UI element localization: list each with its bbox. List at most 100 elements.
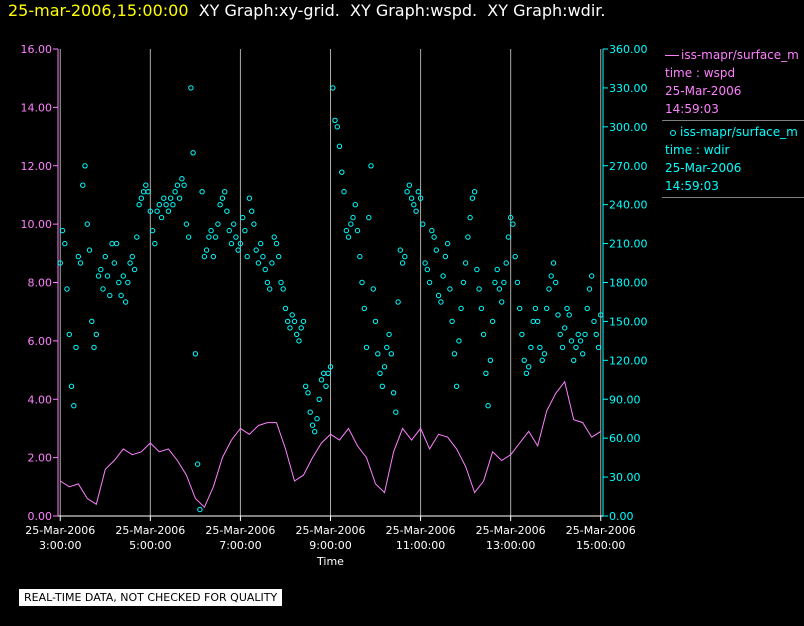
wdir-point	[550, 260, 557, 266]
wdir-point	[483, 370, 489, 376]
wdir-point	[404, 189, 410, 195]
left-tick-label: 10.00	[21, 218, 53, 231]
wdir-point	[57, 260, 63, 266]
wdir-point	[316, 396, 322, 402]
wdir-point	[174, 182, 181, 188]
right-tick-label: 300.00	[609, 121, 648, 134]
wdir-point	[480, 331, 487, 338]
wdir-point	[546, 286, 552, 292]
wdir-point	[163, 202, 169, 208]
legend-wdir[interactable]: iss-mapr/surface_m time : wdir 25-Mar-20…	[662, 123, 804, 198]
wdir-point	[528, 344, 534, 351]
wdir-point	[77, 260, 84, 266]
wdir-point	[224, 208, 230, 214]
wdir-point	[321, 370, 327, 376]
wdir-point	[73, 344, 79, 351]
wdir-point	[318, 377, 325, 383]
wdir-point	[327, 364, 334, 370]
wdir-point	[156, 202, 163, 208]
wdir-point	[226, 227, 232, 234]
wdir-point	[300, 318, 307, 325]
wdir-point	[138, 195, 145, 201]
wdir-point	[258, 240, 264, 247]
wdir-point	[512, 253, 518, 260]
legend-wdir-date: 25-Mar-2006	[665, 161, 742, 175]
wdir-point	[267, 286, 273, 292]
wdir-point	[467, 214, 473, 221]
legend-wspd-name: iss-mapr/surface_m	[681, 48, 799, 62]
line-marker-icon	[665, 55, 679, 56]
wdir-point	[203, 247, 210, 253]
wdir-point	[336, 143, 343, 150]
wdir-point	[496, 286, 503, 292]
wdir-point	[271, 234, 277, 240]
wdir-point	[176, 195, 183, 201]
wdir-point	[190, 150, 196, 156]
wdir-point	[519, 331, 525, 338]
wdir-point	[526, 364, 532, 370]
wdir-point	[89, 318, 95, 325]
wdir-point	[167, 195, 174, 201]
wdir-point	[185, 234, 192, 240]
wdir-point	[438, 299, 444, 305]
wdir-point	[262, 266, 268, 273]
wdir-point	[537, 344, 543, 351]
wdir-point	[278, 279, 284, 286]
wdir-point	[222, 189, 228, 195]
wdir-point	[456, 338, 462, 344]
wdir-point	[282, 305, 289, 312]
wdir-point	[348, 221, 354, 227]
wdir-point	[93, 331, 100, 338]
wdir-point	[145, 189, 151, 195]
wdir-point	[402, 253, 408, 260]
wdir-point	[532, 305, 539, 312]
wdir-point	[539, 357, 545, 363]
header: 25-mar-2006,15:00:00 XY Graph:xy-grid. X…	[8, 1, 605, 21]
wdir-point	[303, 383, 309, 389]
wdir-point	[559, 344, 566, 351]
wdir-point	[345, 234, 352, 240]
left-tick-label: 0.00	[28, 510, 53, 523]
wdir-point	[476, 286, 482, 292]
wdir-point	[447, 286, 453, 292]
wdir-point	[566, 312, 572, 318]
wdir-point	[582, 331, 588, 338]
wdir-point	[323, 383, 329, 389]
wdir-point	[246, 195, 253, 201]
wdir-point	[260, 253, 266, 260]
wdir-point	[134, 234, 140, 240]
right-tick-label: 60.00	[609, 432, 641, 445]
wdir-point	[111, 260, 118, 266]
title-wdir: XY Graph:wdir.	[487, 1, 606, 20]
wdir-point	[530, 318, 536, 325]
legend-wspd-field: time : wspd	[665, 66, 736, 80]
wdir-point	[562, 325, 568, 331]
wdir-point	[210, 253, 217, 260]
wdir-point	[357, 253, 363, 260]
wdir-point	[237, 240, 244, 247]
right-tick-label: 180.00	[609, 277, 648, 290]
wdir-point	[406, 182, 412, 188]
wdir-point	[553, 279, 559, 286]
wspd-series-line	[60, 380, 601, 509]
x-tick-date: 25-Mar-2006	[386, 524, 456, 537]
wdir-point	[440, 273, 446, 279]
wdir-point	[217, 202, 223, 208]
wdir-point	[510, 221, 516, 227]
wdir-point	[433, 247, 439, 253]
wdir-point	[269, 260, 275, 266]
wdir-point	[179, 176, 185, 182]
wdir-point	[386, 331, 392, 338]
wdir-point	[59, 227, 66, 234]
wdir-point	[116, 279, 122, 286]
wdir-point	[426, 279, 433, 286]
wdir-point	[517, 305, 523, 312]
wdir-point	[548, 273, 554, 279]
wdir-point	[411, 202, 417, 208]
wdir-point	[343, 227, 349, 234]
x-axis-label: Time	[316, 555, 344, 568]
wdir-point	[586, 286, 593, 292]
wdir-point	[478, 305, 485, 312]
legend-wspd[interactable]: iss-mapr/surface_m time : wspd 25-Mar-20…	[662, 46, 804, 121]
